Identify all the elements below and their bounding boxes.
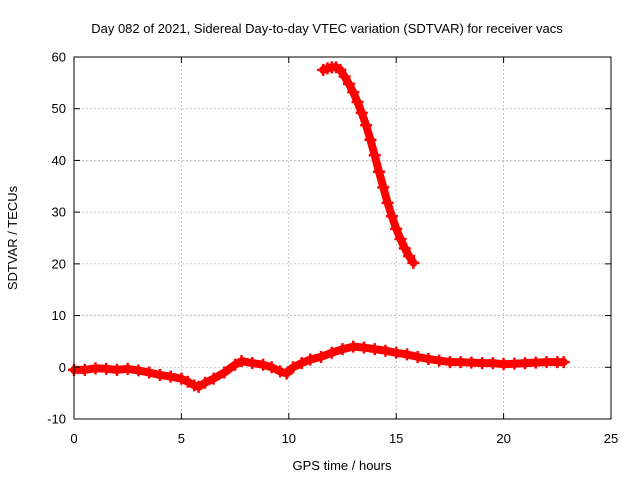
data-point bbox=[364, 133, 377, 146]
data-point bbox=[519, 357, 532, 370]
data-point bbox=[351, 95, 364, 108]
y-tick-label: -10 bbox=[47, 412, 66, 427]
data-point bbox=[360, 119, 373, 132]
data-point bbox=[433, 354, 446, 367]
data-point bbox=[132, 364, 145, 377]
data-point bbox=[357, 341, 370, 354]
data-point bbox=[422, 353, 435, 366]
data-point bbox=[218, 366, 231, 379]
data-point bbox=[390, 346, 403, 359]
data-point bbox=[443, 356, 456, 369]
data-point bbox=[336, 343, 349, 356]
data-point bbox=[338, 70, 351, 83]
data-point bbox=[497, 358, 510, 371]
data-point bbox=[373, 165, 386, 178]
y-axis-label: SDTVAR / TECUs bbox=[5, 185, 20, 290]
y-tick-label: 10 bbox=[52, 308, 66, 323]
data-point bbox=[121, 362, 134, 375]
data-point bbox=[342, 77, 355, 90]
data-point bbox=[153, 369, 166, 382]
plot-frame bbox=[73, 56, 612, 420]
data-point bbox=[411, 350, 424, 363]
data-point bbox=[229, 358, 242, 371]
series-line bbox=[70, 342, 568, 391]
data-point bbox=[377, 181, 390, 194]
data-point bbox=[347, 86, 360, 99]
data-point bbox=[78, 363, 91, 376]
data-point bbox=[246, 357, 259, 370]
data-point bbox=[164, 370, 177, 383]
data-point bbox=[381, 196, 394, 209]
data-point bbox=[334, 63, 347, 76]
data-point bbox=[100, 362, 113, 375]
data-point bbox=[529, 356, 542, 369]
data-point bbox=[347, 340, 360, 353]
data-point bbox=[355, 106, 368, 119]
data-point bbox=[486, 357, 499, 370]
data-point bbox=[325, 346, 338, 359]
data-point bbox=[398, 242, 411, 255]
y-tick-label: 20 bbox=[52, 256, 66, 271]
x-tick-label: 15 bbox=[389, 431, 403, 446]
series-line bbox=[319, 63, 418, 267]
data-point bbox=[207, 372, 220, 385]
x-axis-label: GPS time / hours bbox=[293, 458, 392, 473]
x-tick-label: 5 bbox=[178, 431, 185, 446]
x-tick-label: 20 bbox=[496, 431, 510, 446]
y-tick-label: 0 bbox=[59, 360, 66, 375]
y-tick-label: 30 bbox=[52, 205, 66, 220]
data-point bbox=[508, 357, 521, 370]
data-point bbox=[400, 348, 413, 361]
data-layer bbox=[68, 61, 570, 393]
data-point bbox=[385, 210, 398, 223]
data-point bbox=[379, 344, 392, 357]
y-tick-label: 60 bbox=[52, 50, 66, 65]
data-point bbox=[143, 366, 156, 379]
data-point bbox=[476, 357, 489, 370]
data-point bbox=[407, 256, 420, 269]
data-point bbox=[394, 233, 407, 246]
x-tick-label: 0 bbox=[70, 431, 77, 446]
x-tick-label: 25 bbox=[604, 431, 618, 446]
data-point bbox=[304, 353, 317, 366]
data-point bbox=[368, 149, 381, 162]
data-point bbox=[390, 222, 403, 235]
data-point bbox=[315, 350, 328, 363]
data-point bbox=[287, 361, 300, 374]
x-tick-label: 10 bbox=[282, 431, 296, 446]
chart-title: Day 082 of 2021, Sidereal Day-to-day VTE… bbox=[91, 21, 563, 36]
data-point bbox=[557, 356, 570, 369]
data-point bbox=[235, 355, 248, 368]
data-point bbox=[465, 356, 478, 369]
data-point bbox=[199, 376, 212, 389]
grid bbox=[74, 57, 611, 419]
data-point bbox=[175, 372, 188, 385]
data-point bbox=[368, 343, 381, 356]
data-point bbox=[280, 367, 293, 380]
data-point bbox=[257, 358, 270, 371]
tick-layer: 0 5 10 15 20 25 -10 0 10 20 30 40 50 60 bbox=[47, 50, 618, 447]
data-point bbox=[295, 357, 308, 370]
data-point bbox=[274, 365, 287, 378]
data-point bbox=[403, 250, 416, 263]
data-point bbox=[89, 362, 102, 375]
data-point bbox=[265, 361, 278, 374]
data-point bbox=[181, 375, 194, 388]
y-tick-label: 50 bbox=[52, 101, 66, 116]
data-point bbox=[192, 380, 205, 393]
data-point bbox=[454, 356, 467, 369]
y-tick-label: 40 bbox=[52, 153, 66, 168]
data-point bbox=[540, 356, 553, 369]
data-point bbox=[110, 363, 123, 376]
